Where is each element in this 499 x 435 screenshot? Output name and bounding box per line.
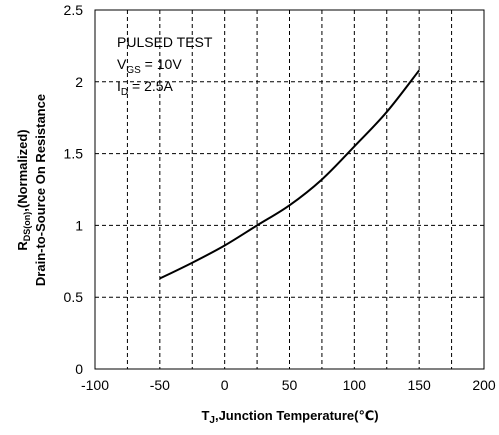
series-line-rdson: [159, 69, 420, 280]
x-axis-title-main: T: [201, 408, 209, 423]
x-tick-label: 150: [407, 377, 431, 393]
x-tick-label: 100: [343, 377, 367, 393]
y-axis-title-line2: Drain-to-Source On Resistance: [33, 94, 48, 286]
y-axis-title-rest: ,(Normalized): [15, 129, 30, 211]
x-tick-label: 0: [221, 377, 229, 393]
series-layer: [159, 69, 420, 280]
grid-lines: [95, 10, 484, 369]
y-tick-label: 0: [75, 361, 83, 377]
test-conditions-annotation: PULSED TEST VGS = 10V ID = 2.5A: [117, 34, 213, 98]
x-tick-labels: -100 -50 0 50 100 150 200: [81, 377, 496, 393]
annotation-vgs-sub: GS: [126, 65, 141, 76]
x-tick-label: 200: [472, 377, 496, 393]
y-axis-title-sub: DS(on): [22, 212, 32, 242]
plot-area-frame: [94, 9, 485, 370]
y-tick-labels: 0 0.5 1 1.5 2 2.5: [64, 2, 84, 377]
y-tick-label: 2: [75, 74, 83, 90]
y-axis-title-main: R: [15, 241, 30, 251]
x-tick-label: -50: [150, 377, 170, 393]
annotation-id-sub: D: [121, 87, 128, 98]
y-tick-label: 1: [75, 217, 83, 233]
y-tick-label: 0.5: [64, 289, 84, 305]
annotation-id-main: I: [117, 78, 121, 94]
annotation-vgs: VGS = 10V: [117, 56, 182, 76]
annotation-id: ID = 2.5A: [117, 78, 174, 98]
annotation-vgs-rest: = 10V: [141, 56, 183, 72]
x-axis-title-sub: J: [209, 415, 215, 426]
annotation-id-rest: = 2.5A: [128, 78, 173, 94]
y-tick-label: 1.5: [64, 146, 84, 162]
y-axis-title-line1: RDS(on),(Normalized): [15, 129, 32, 250]
annotation-vgs-main: V: [117, 56, 127, 72]
y-tick-label: 2.5: [64, 2, 84, 18]
x-axis-title-rest: ,Junction Temperature(℃): [215, 408, 379, 423]
x-tick-label: -100: [81, 377, 109, 393]
x-axis-title: TJ,Junction Temperature(℃): [201, 408, 378, 426]
x-tick-label: 50: [282, 377, 298, 393]
annotation-pulsed-test: PULSED TEST: [117, 34, 213, 50]
